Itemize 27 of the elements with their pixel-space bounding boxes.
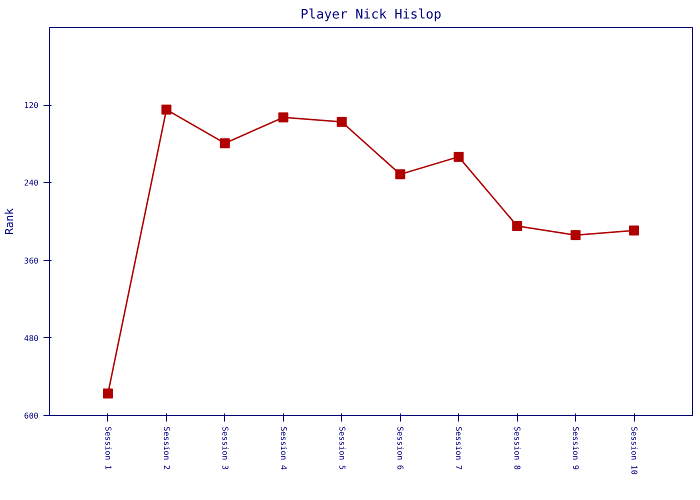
x-tick-label: Session 2 [162, 426, 171, 470]
x-tick-label: Session 1 [103, 426, 112, 470]
point [220, 138, 230, 148]
x-tick-label: Session 6 [396, 426, 405, 470]
point [336, 116, 347, 127]
point [629, 226, 640, 236]
y-tick-label: 120 [24, 101, 39, 110]
y-tick-label: 360 [24, 256, 39, 266]
x-tick-label: Session 7 [454, 426, 464, 470]
point [278, 112, 288, 122]
point [570, 230, 581, 240]
point [161, 104, 172, 115]
point [102, 388, 113, 399]
y-axis-title: Rank [3, 208, 16, 235]
x-tick-label: Session 9 [571, 426, 580, 470]
x-tick-label: Session 4 [278, 426, 288, 470]
chart-title: Player Nick Hislop [300, 8, 442, 22]
x-tick-label: Session 3 [220, 426, 230, 470]
x-tick-label: Session 5 [337, 426, 346, 470]
point [395, 169, 406, 180]
y-tick-label: 240 [24, 178, 39, 188]
y-tick-label: 480 [24, 334, 39, 343]
y-tick-label: 600 [24, 412, 39, 420]
point [512, 221, 522, 232]
point [454, 152, 464, 162]
x-tick-label: Session 10 [630, 426, 639, 475]
x-tick-label: Session 8 [512, 426, 522, 470]
